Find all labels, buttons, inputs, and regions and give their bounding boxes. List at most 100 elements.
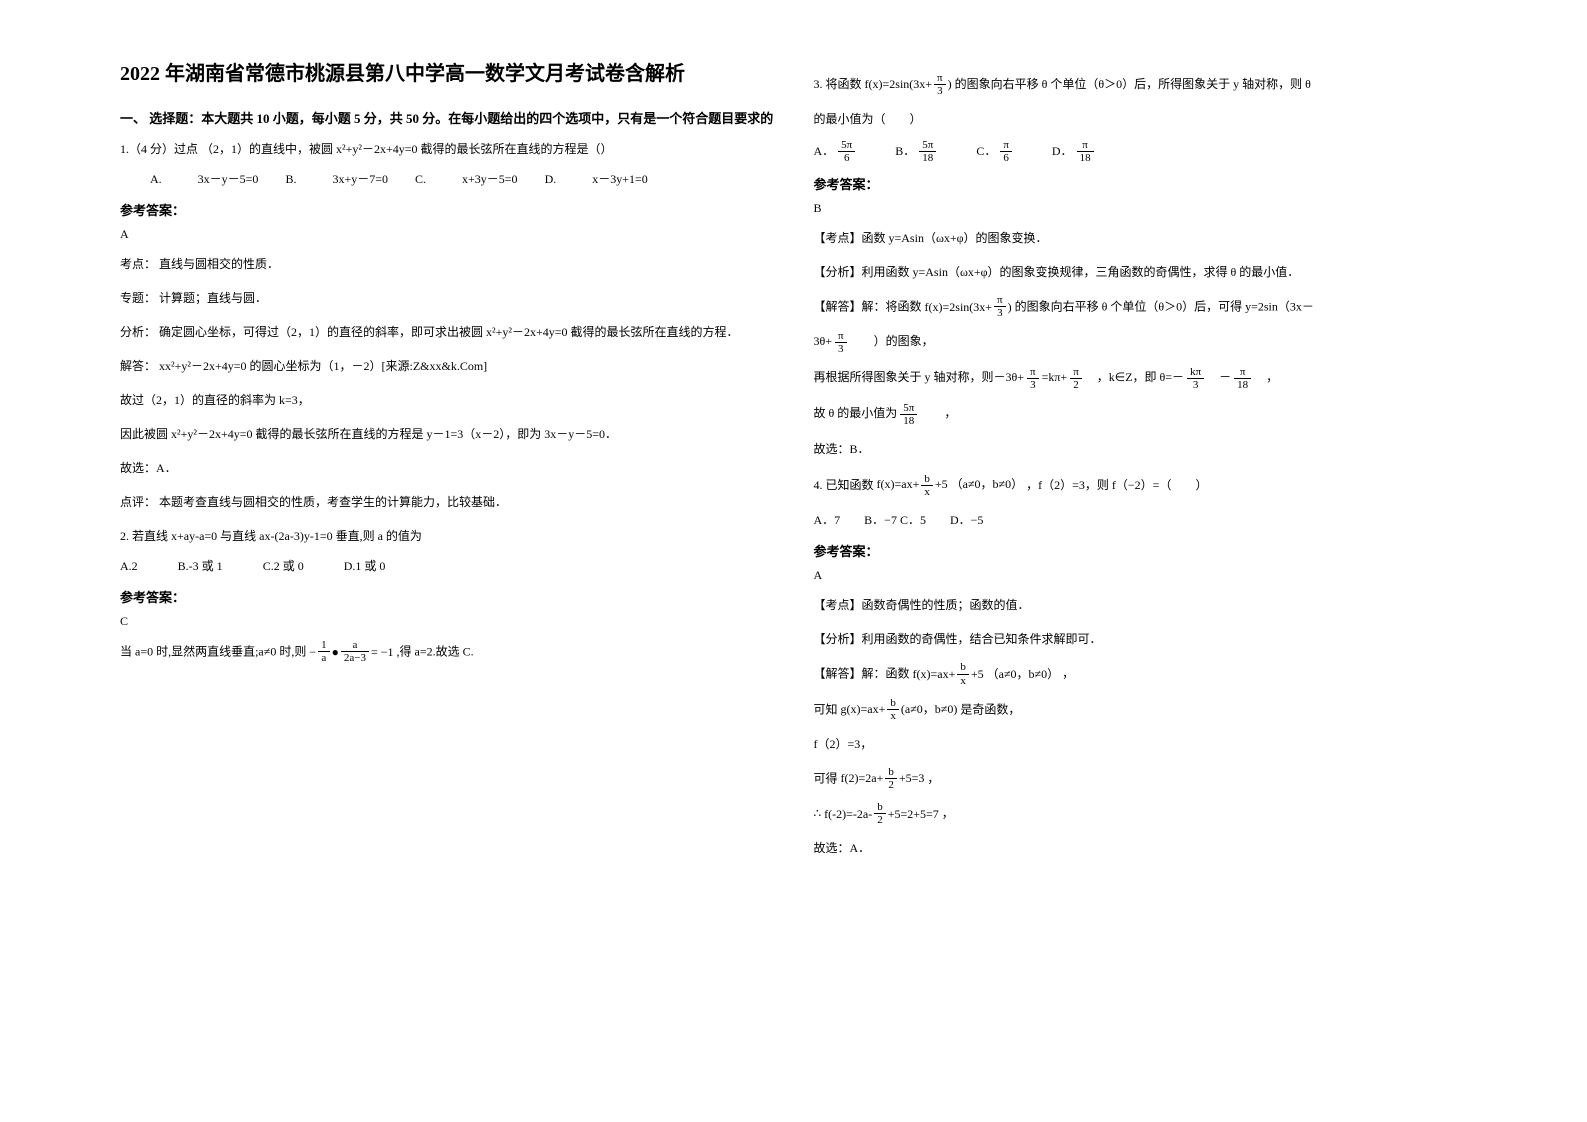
q3-optd-num: π (1077, 139, 1094, 152)
q3-optc-frac: π 6 (1000, 139, 1012, 164)
question-4-options: A．7 B．−7 C．5 D．−5 (814, 510, 1468, 532)
q3-minus: － (1219, 370, 1231, 384)
q1-solve-4: 故选：A． (120, 456, 774, 480)
q1-answer-label: 参考答案： (120, 200, 774, 219)
q1-solve-2: 故过（2，1）的直径的斜率为 k=3， (120, 388, 774, 412)
q4-solve-2: 可知 g(x)=ax+ b x (a≠0，b≠0) 是奇函数， (814, 697, 1468, 722)
q1-answer: A (120, 227, 774, 242)
q3-solve3-f3-den: 3 (1187, 379, 1204, 391)
q3-solve2-pre: 3θ+ (814, 334, 833, 348)
q4-solve5-b2-num: b (874, 801, 886, 814)
section-1-header: 一、 选择题：本大题共 10 小题，每小题 5 分，共 50 分。在每小题给出的… (120, 108, 774, 127)
q1-solve-3: 因此被圆 x²+y²－2x+4y=0 截得的最长弦所在直线的方程是 y－1=3（… (120, 422, 774, 446)
q4-solve5-pre: ∴ (814, 807, 822, 821)
q2-frac2-den: 2a−3 (341, 652, 369, 664)
q4-solve-3: f（2）=3， (814, 732, 1468, 756)
q2-solve: 当 a=0 时,显然两直线垂直;a≠0 时,则 − 1 a ● a 2a−3 =… (120, 639, 774, 664)
question-4-text: 4. 已知函数 f(x)=ax+ b x +5 （a≠0，b≠0） ，f（2）=… (814, 473, 1468, 498)
q4-solve2-post: 是奇函数， (960, 702, 1020, 716)
q4-solve2-bx: b x (887, 697, 899, 722)
q3-solve3-f1: π 3 (1027, 366, 1039, 391)
exam-title: 2022 年湖南省常德市桃源县第八中学高一数学文月考试卷含解析 (120, 60, 774, 88)
q3-optb-label: B． (895, 141, 915, 163)
q4-solve4-func-end: +5=3 (899, 766, 925, 790)
q4-func: f(x)=ax+ b x +5 （a≠0，b≠0） (877, 473, 1024, 498)
q3-solve2-pi3: π 3 (835, 330, 847, 355)
q3-pi3: π 3 (934, 72, 946, 97)
q4-solve-1: 【解答】解：函数 f(x)=ax+ b x +5 （a≠0，b≠0） ， (814, 661, 1468, 686)
q3-solve3-f3-num: kπ (1187, 366, 1204, 379)
q2-frac1-num: 1 (318, 639, 330, 652)
q2-frac1-den: a (318, 652, 330, 664)
q4-text-post: ，f（2）=3，则 f（−2）=（ ） (1026, 477, 1207, 491)
q3-solve-func-text: f(x)=2sin(3x+ (925, 295, 993, 319)
q1-option-d: D. x－3y+1=0 (545, 172, 648, 186)
q4-solve4-pre: 可得 (814, 771, 838, 785)
q4-bx-den: x (921, 486, 933, 498)
q3-solve3-f2-num: π (1070, 366, 1082, 379)
q4-point: 【考点】函数奇偶性的性质；函数的值． (814, 593, 1468, 617)
q3-solve-2: 3θ+ π 3 ）的图象， (814, 329, 1468, 355)
question-3-options: A． 5π 6 B． 5π 18 C． π 6 D． π 18 (814, 139, 1468, 164)
q3-analysis: 【分析】利用函数 y=Asin（ωx+φ）的图象变换规律，三角函数的奇偶性，求得… (814, 260, 1468, 284)
q4-analysis: 【分析】利用函数的奇偶性，结合已知条件求解即可． (814, 627, 1468, 651)
q3-solve2-post: ）的图象， (850, 334, 934, 348)
q3-solve3-f1-den: 3 (1027, 379, 1039, 391)
q3-optc-den: 6 (1000, 152, 1012, 164)
q1-option-a: A. 3x－y－5=0 (150, 172, 258, 186)
q3-solve-5: 故选：B． (814, 437, 1468, 461)
q3-solve3-f4-den: 18 (1234, 379, 1251, 391)
q1-option-b: B. 3x+y－7=0 (285, 172, 388, 186)
q3-solve3-mid2: ，k∈Z，即 θ=－ (1085, 370, 1184, 384)
q4-bx-num: b (921, 473, 933, 486)
q2-frac2: a 2a−3 (341, 639, 369, 664)
q4-solve-bx-den: x (957, 675, 969, 687)
q4-solve-pre: 【解答】解：函数 (814, 667, 910, 681)
q4-solve2-pre: 可知 (814, 702, 838, 716)
q4-solve-bx-num: b (957, 661, 969, 674)
q1-point: 考点： 直线与圆相交的性质． (120, 252, 774, 276)
q3-solve3-f4-num: π (1234, 366, 1251, 379)
q4-func-mid: +5 （a≠0，b≠0） (935, 474, 1023, 496)
q3-text-pre: 3. 将函数 (814, 77, 862, 91)
q4-comma-3: ， (942, 807, 954, 821)
q3-optd-frac: π 18 (1077, 139, 1094, 164)
q4-solve-4: 可得 f(2)=2a+ b 2 +5=3 ， (814, 766, 1468, 791)
q2-eq: = −1 (371, 640, 394, 664)
q2-dot: ● (332, 640, 339, 664)
q3-solve-1: 【解答】解：将函数 f(x)=2sin(3x+ π 3 ) 的图象向右平移 θ … (814, 294, 1468, 319)
question-2-options: A.2 B.-3 或 1 C.2 或 0 D.1 或 0 (120, 556, 774, 578)
q4-solve5-b2: b 2 (874, 801, 886, 826)
q3-solve4-frac: 5π 18 (900, 402, 917, 427)
q3-solve3-f2: π 2 (1070, 366, 1082, 391)
q2-neg: − (309, 640, 316, 664)
q3-func-end: ) (948, 74, 952, 96)
q4-solve4-func-text: f(2)=2a+ (841, 766, 884, 790)
q4-solve5-b2-den: 2 (874, 814, 886, 826)
q1-solve-1: 解答： xx²+y²－2x+4y=0 的圆心坐标为（1，－2）[来源:Z&xx&… (120, 354, 774, 378)
q2-option-a: A.2 (120, 556, 138, 578)
q3-solve3-pre: 再根据所得图象关于 y 轴对称，则－3θ+ (814, 370, 1025, 384)
q4-solve-5: ∴ f(-2)=-2a- b 2 +5=2+5=7 ， (814, 801, 1468, 826)
q3-solve4-num: 5π (900, 402, 917, 415)
q3-func-text: f(x)=2sin(3x+ (865, 74, 933, 96)
q3-text-post: 的图象向右平移 θ 个单位（θ＞0）后，所得图象关于 y 轴对称，则 θ (955, 77, 1311, 91)
q4-solve4-b2-den: 2 (885, 779, 897, 791)
q3-solve2-pi3-num: π (835, 330, 847, 343)
q1-analysis: 分析： 确定圆心坐标，可得过（2，1）的直径的斜率，即可求出被圆 x²+y²－2… (120, 320, 774, 344)
q1-option-c: C. x+3y－5=0 (415, 172, 518, 186)
q3-solve3-mid1: =kπ+ (1042, 370, 1068, 384)
q3-solve-pre: 【解答】解：将函数 (814, 300, 922, 314)
q4-solve-func-end: +5 （a≠0，b≠0） (971, 662, 1059, 686)
q4-solve5-func: f(-2)=-2a- b 2 +5=2+5=7 (824, 801, 939, 826)
q4-text-pre: 4. 已知函数 (814, 477, 874, 491)
q4-solve-6: 故选：A． (814, 836, 1468, 860)
question-3-text: 3. 将函数 f(x)=2sin(3x+ π 3 ) 的图象向右平移 θ 个单位… (814, 72, 1468, 97)
q4-solve-bx: b x (957, 661, 969, 686)
q4-solve5-func-end: +5=2+5=7 (888, 802, 939, 826)
q3-option-b: B． 5π 18 (895, 139, 936, 164)
q3-solve-pi3-den: 3 (994, 307, 1006, 319)
q4-answer: A (814, 568, 1468, 583)
q2-formula: − 1 a ● a 2a−3 = −1 (309, 639, 393, 664)
q3-answer-label: 参考答案： (814, 174, 1468, 193)
